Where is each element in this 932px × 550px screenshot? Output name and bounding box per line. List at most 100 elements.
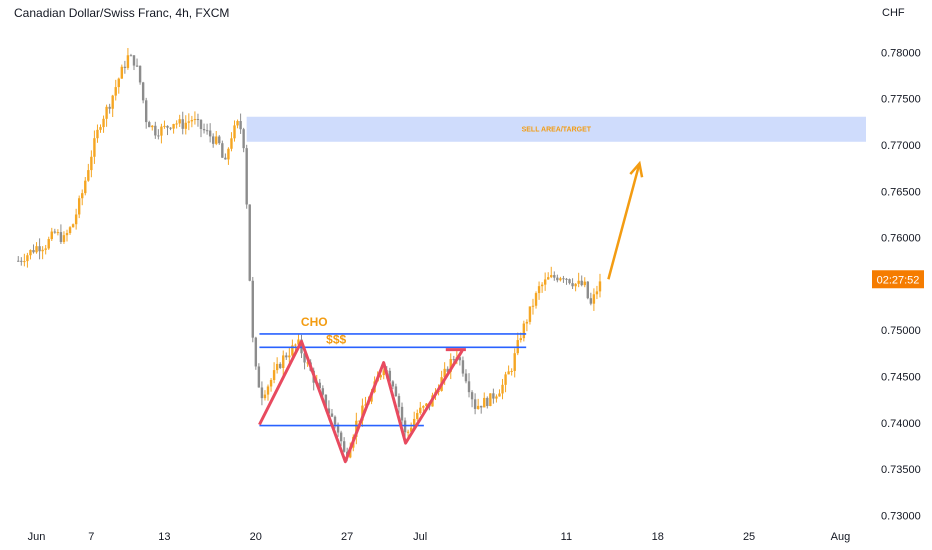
candle-body — [422, 406, 425, 408]
candle-body — [178, 119, 181, 124]
candle-body — [120, 66, 124, 79]
candle-body — [285, 355, 288, 358]
liquidity-label: $$$ — [326, 332, 346, 346]
candle-body — [480, 405, 483, 408]
candle-body — [254, 337, 258, 367]
candle-body — [245, 148, 248, 205]
candle-body — [446, 368, 449, 372]
candle-body — [364, 404, 367, 406]
candle-body — [562, 278, 565, 280]
candle-body — [154, 125, 157, 136]
candle-body — [571, 283, 574, 287]
candle-body — [111, 95, 114, 109]
candle-body — [248, 204, 251, 281]
candle-body — [406, 431, 410, 433]
candle-body — [105, 106, 108, 119]
candle-body — [592, 294, 596, 304]
candle-body — [394, 386, 398, 397]
candle-body — [181, 119, 184, 129]
candle-body — [141, 82, 145, 101]
y-tick-label: 0.77000 — [881, 140, 921, 152]
candle-body — [556, 277, 559, 281]
candle-body — [148, 122, 151, 128]
candle-body — [62, 235, 66, 242]
candle-body — [199, 119, 203, 130]
candle-body — [17, 260, 20, 262]
candle-body — [577, 280, 580, 284]
candle-body — [151, 125, 154, 128]
candle-body — [397, 396, 401, 407]
candle-body — [175, 123, 178, 125]
candle-body — [333, 416, 337, 425]
candle-body — [574, 283, 577, 287]
candle-body — [297, 339, 300, 345]
candle-body — [306, 362, 309, 364]
candle-body — [102, 118, 105, 128]
candle-body — [540, 284, 544, 287]
candle-body — [41, 249, 44, 252]
candle-body — [123, 66, 127, 68]
projection-arrow — [607, 163, 641, 280]
candle-body — [403, 420, 407, 433]
candle-body — [263, 394, 267, 399]
candle-body — [598, 281, 602, 292]
candle-body — [81, 193, 84, 199]
candle-body — [215, 136, 218, 144]
y-tick-label: 0.73000 — [881, 510, 921, 522]
candle-body — [272, 370, 276, 381]
candle-body — [580, 280, 583, 286]
candle-body — [559, 278, 562, 281]
chart-title: Canadian Dollar/Swiss Franc, 4h, FXCM — [14, 6, 230, 20]
candle-body — [489, 393, 492, 407]
candle-body — [595, 291, 599, 295]
candle-body — [278, 363, 282, 368]
candle-body — [513, 353, 516, 371]
candle-body — [568, 279, 571, 284]
y-tick-label: 0.76500 — [881, 186, 921, 198]
candle-body — [193, 119, 197, 121]
candle-body — [294, 344, 297, 346]
candle-body — [144, 100, 148, 123]
candle-body — [339, 432, 343, 442]
x-tick-label: Jun — [28, 531, 46, 543]
candle-body — [68, 227, 72, 234]
candle-body — [504, 374, 507, 385]
candle-body — [90, 156, 93, 171]
candle-body — [129, 55, 133, 57]
sell-zone — [246, 116, 866, 142]
candle-body — [230, 138, 233, 149]
candle-body — [528, 306, 532, 322]
candle-body — [330, 413, 334, 417]
candle-body — [282, 355, 285, 368]
candle-body — [470, 392, 474, 400]
candle-body — [77, 198, 81, 215]
candle-body — [138, 65, 142, 83]
candle-body — [71, 224, 75, 228]
y-tick-label: 0.75000 — [881, 325, 921, 337]
candle-body — [233, 125, 236, 139]
candle-body — [172, 124, 175, 129]
candle-body — [543, 279, 547, 285]
candle-body — [239, 121, 242, 130]
candle-body — [525, 321, 529, 324]
candle-body — [32, 250, 35, 253]
candle-body — [266, 386, 270, 395]
candle-body — [208, 130, 212, 137]
candle-body — [382, 370, 385, 376]
candle-body — [413, 418, 416, 428]
y-tick-label: 0.77500 — [881, 94, 921, 106]
candle-body — [166, 125, 169, 128]
candle-body — [452, 359, 455, 361]
candle-body — [355, 420, 358, 437]
candle-body — [38, 246, 41, 252]
candle-body — [409, 427, 413, 432]
candle-body — [114, 87, 117, 96]
candle-body — [467, 381, 471, 393]
candle-body — [324, 394, 328, 409]
candle-body — [187, 121, 191, 123]
candle-body — [35, 246, 38, 253]
candle-body — [26, 255, 29, 262]
candle-body — [458, 357, 462, 361]
candle-body — [321, 388, 325, 395]
